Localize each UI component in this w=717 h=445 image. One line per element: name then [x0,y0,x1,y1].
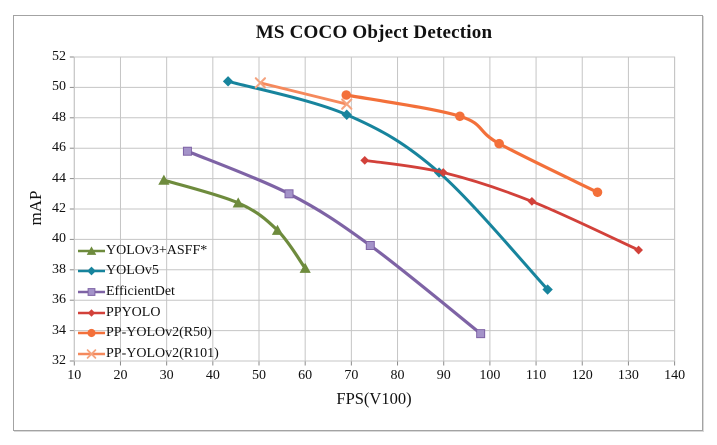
y-tick-label: 40 [52,231,66,247]
y-tick-label: 48 [52,109,66,125]
x-tick-label: 90 [436,368,451,383]
x-tick-label: 40 [205,368,220,383]
marker-circle-pp-yolov2-r50 [455,111,465,122]
y-tick-label: 52 [52,49,66,64]
marker-square-efficientdet [182,146,192,156]
marker-circle-pp-yolov2-r50 [87,329,96,338]
marker-diamond-yolov5 [222,76,234,87]
marker-diamond-small-ppyolo [527,197,537,206]
legend-item-ppyolo: PPYOLO [78,302,160,323]
legend-label: PP-YOLOv2(R101) [106,346,219,361]
legend-marker-icon-ppyolo [78,308,105,317]
legend-item-yolov5: YOLOv5 [78,261,159,282]
legend-marker-icon-efficientdet [78,287,105,296]
marker-diamond-small-ppyolo [87,308,96,317]
marker-diamond-yolov5 [87,266,96,276]
legend-label: YOLOv5 [106,263,159,279]
marker-triangle-yolov3-asff [86,245,97,255]
marker-triangle-yolov3-asff [299,262,311,273]
legend-label: EfficientDet [106,283,175,299]
legend-label: PPYOLO [106,304,161,320]
legend-marker-icon-pp-yolov2-r50 [78,329,105,338]
x-tick-label: 10 [67,368,82,383]
series-line-ppyolo [363,158,640,252]
series-line-efficientdet [185,149,483,336]
legend-marker-icon-yolov3-asff [78,245,105,255]
y-tick-label: 36 [52,292,66,308]
series-line-yolov5 [226,79,550,292]
legend-label: PP-YOLOv2(R50) [106,325,212,341]
marker-circle-pp-yolov2-r50 [592,187,603,198]
legend-item-efficientdet: EfficientDet [78,281,175,302]
x-tick-label: 110 [525,368,547,383]
marker-x-pp-yolov2-r101 [254,77,267,89]
series-line-pp-yolov2-r50 [344,93,600,194]
x-tick-label: 140 [664,368,686,383]
x-tick-label: 80 [390,368,405,383]
marker-diamond-yolov5 [542,284,553,295]
legend-item-pp-yolov2-r50: PP-YOLOv2(R50) [78,323,212,344]
marker-x-pp-yolov2-r101 [341,98,353,110]
marker-x-pp-yolov2-r101 [86,349,97,359]
x-tick-label: 130 [617,368,639,383]
chart-title: MS COCO Object Detection [255,22,493,43]
legend-marker-icon-pp-yolov2-r101 [78,349,105,359]
marker-circle-pp-yolov2-r50 [341,90,352,100]
marker-triangle-yolov3-asff [271,224,284,235]
y-tick-label: 50 [52,79,66,95]
x-tick-label: 100 [479,368,501,383]
x-tick-label: 70 [344,368,359,383]
marker-triangle-yolov3-asff [232,197,244,208]
legend-item-pp-yolov2-r101: PP-YOLOv2(R101) [78,344,219,365]
y-tick-label: 32 [52,353,66,368]
x-tick-label: 50 [252,368,266,383]
legend-label: YOLOv3+ASFF* [106,242,208,258]
marker-square-efficientdet [476,329,486,339]
series-line-yolov3-asff [162,178,307,270]
series-line-pp-yolov2-r101 [258,81,349,106]
y-tick-label: 38 [52,261,66,277]
marker-square-efficientdet [87,287,96,296]
chart-frame [13,15,703,431]
legend-marker-icon-yolov5 [78,266,105,276]
x-axis-title: FPS(V100) [336,389,412,408]
y-tick-label: 44 [52,170,66,186]
marker-triangle-yolov3-asff [158,174,170,185]
marker-diamond-small-ppyolo [360,155,370,165]
marker-circle-pp-yolov2-r50 [494,138,504,149]
y-tick-label: 42 [52,201,66,216]
marker-diamond-small-ppyolo [634,245,643,255]
x-tick-label: 120 [571,368,593,383]
marker-diamond-small-ppyolo [438,168,448,177]
marker-square-efficientdet [284,189,294,199]
x-tick-label: 20 [113,368,128,383]
x-tick-label: 60 [298,368,313,383]
y-tick-label: 34 [52,322,66,338]
legend-item-yolov3-asff: YOLOv3+ASFF* [78,240,207,261]
plot-border [73,56,676,362]
y-tick-label: 46 [52,140,66,156]
x-tick-label: 30 [159,368,174,383]
marker-square-efficientdet [365,240,375,250]
marker-diamond-yolov5 [341,109,352,120]
